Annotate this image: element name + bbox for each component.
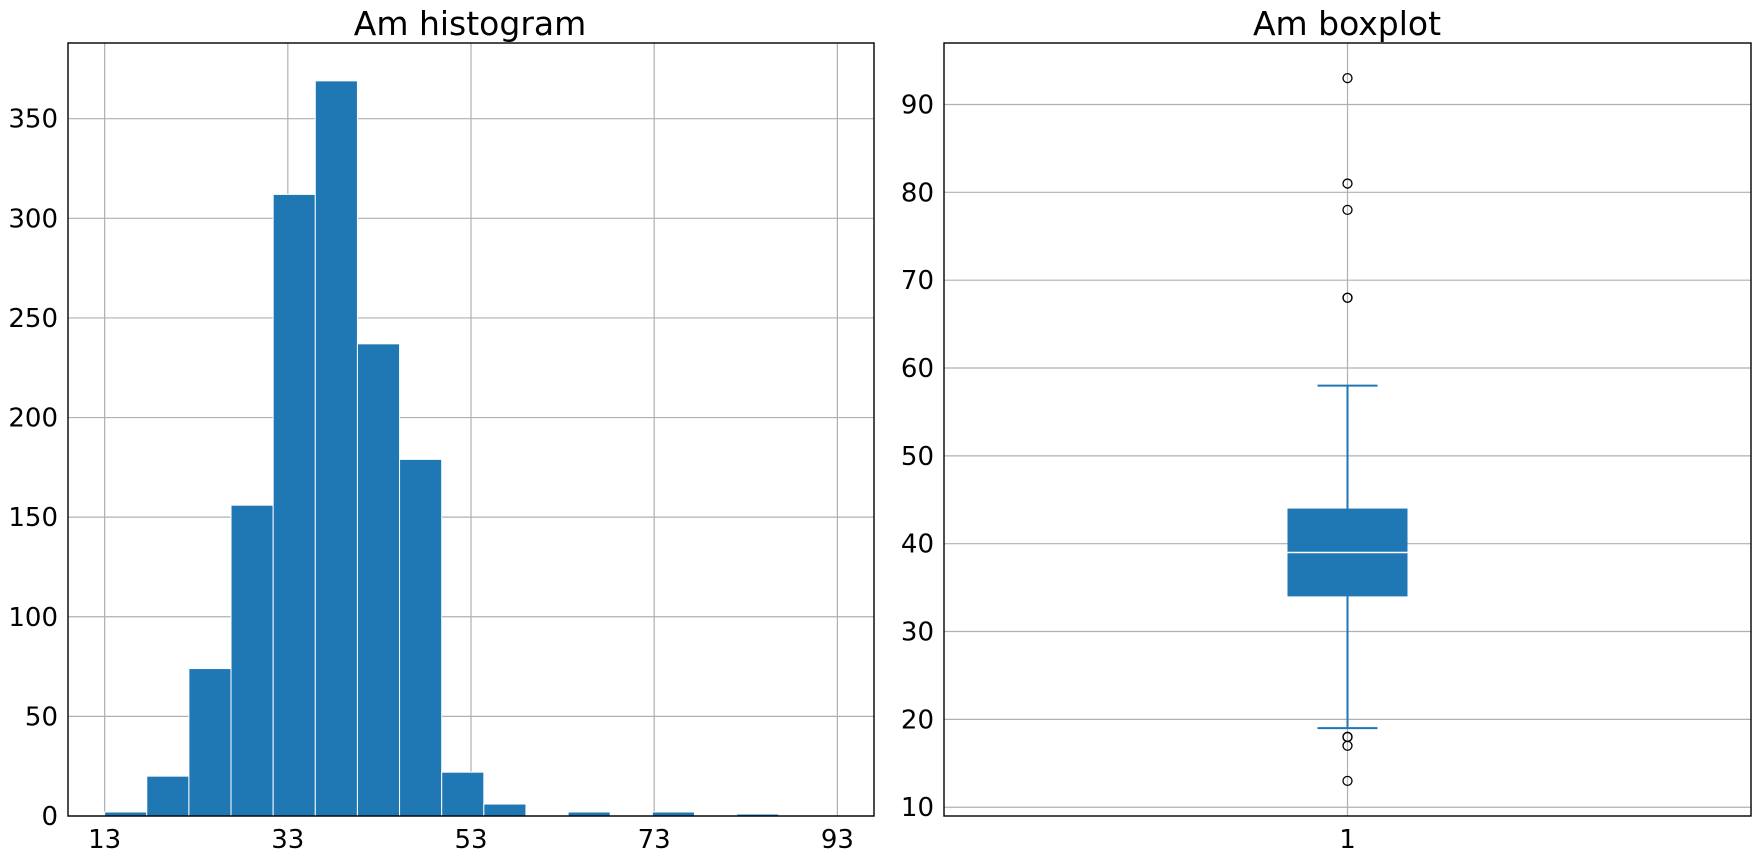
- outlier-point: [1342, 178, 1353, 189]
- y-tick-label: 350: [8, 105, 58, 135]
- y-tick-label: 150: [8, 503, 58, 533]
- histogram-panel: Am histogram 13 33 53 73 93 0 50 100 150 200 250 3…: [8, 4, 875, 855]
- y-tick-label: 100: [8, 603, 58, 633]
- outlier-point: [1342, 292, 1353, 303]
- y-tick-label: 20: [901, 705, 934, 735]
- x-tick-label: 13: [88, 825, 121, 855]
- y-tick-label: 0: [41, 802, 58, 832]
- y-tick-label: 60: [901, 354, 934, 384]
- y-tick-label: 80: [901, 178, 934, 208]
- y-tick-label: 30: [901, 618, 934, 648]
- boxplot-title: Am boxplot: [1253, 4, 1441, 43]
- x-tick-label: 73: [638, 825, 671, 855]
- y-tick-label: 50: [901, 442, 934, 472]
- histogram-bars: [104, 80, 780, 817]
- y-tick-label: 200: [8, 404, 58, 434]
- histogram-bar: [483, 803, 527, 817]
- y-tick-label: 70: [901, 266, 934, 296]
- boxplot-x-ticks: 1: [1339, 825, 1356, 855]
- histogram-bar: [314, 80, 358, 817]
- boxplot-body: [1287, 384, 1408, 730]
- x-tick-label: 1: [1339, 825, 1356, 855]
- outlier-point: [1342, 775, 1353, 787]
- histogram-frame: [67, 42, 875, 817]
- boxplot-panel: Am boxplot 1 10 20 30 40 50 60 70 80 90: [901, 4, 1752, 855]
- histogram-bar: [356, 343, 401, 817]
- y-tick-label: 50: [25, 702, 58, 732]
- x-tick-label: 53: [454, 825, 487, 855]
- histogram-bar: [272, 193, 316, 817]
- outlier-point: [1342, 72, 1353, 84]
- histogram-bar: [399, 458, 443, 817]
- boxplot-y-ticks: 10 20 30 40 50 60 70 80 90: [901, 90, 934, 823]
- y-tick-label: 90: [901, 90, 934, 120]
- x-tick-label: 33: [271, 825, 304, 855]
- histogram-y-ticks: 0 50 100 150 200 250 300 350: [8, 105, 58, 832]
- y-tick-label: 10: [901, 793, 934, 823]
- outlier-point: [1342, 740, 1353, 751]
- y-tick-label: 250: [8, 304, 58, 334]
- x-tick-label: 93: [821, 825, 854, 855]
- y-tick-label: 300: [8, 204, 58, 234]
- boxplot-frame: [943, 42, 1752, 817]
- histogram-bar: [188, 668, 232, 817]
- histogram-bar: [441, 771, 485, 817]
- boxplot-outliers: [1342, 72, 1353, 787]
- outlier-point: [1342, 204, 1353, 216]
- histogram-title: Am histogram: [354, 4, 587, 43]
- histogram-x-ticks: 13 33 53 73 93: [88, 825, 854, 855]
- histogram-bar: [230, 504, 274, 817]
- histogram-bar: [146, 775, 190, 817]
- y-tick-label: 40: [901, 530, 934, 560]
